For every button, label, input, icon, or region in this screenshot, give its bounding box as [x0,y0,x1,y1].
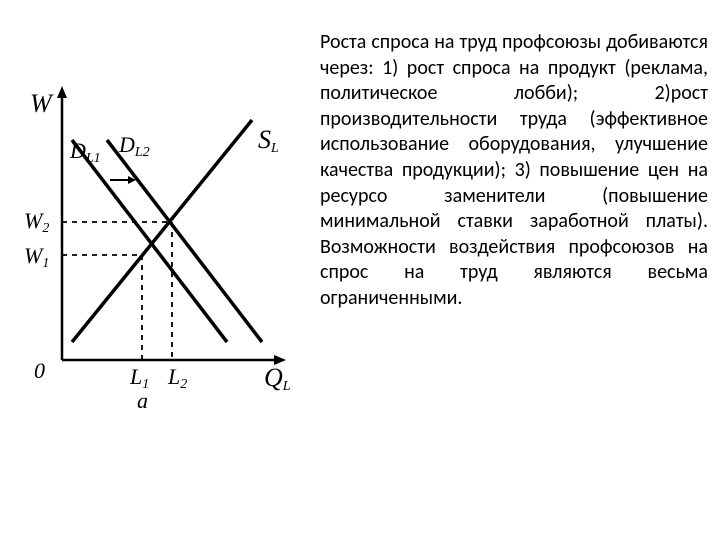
svg-text:W2: W2 [24,208,49,236]
chart-panel: WQL0SLDL1DL2W2W1L1L2a [12,30,312,520]
svg-text:0: 0 [34,358,45,383]
svg-text:SL: SL [258,125,279,156]
svg-text:DL2: DL2 [118,132,150,160]
svg-text:W1: W1 [24,243,49,271]
svg-text:L2: L2 [167,364,187,392]
svg-text:QL: QL [264,363,291,394]
supply-demand-chart: WQL0SLDL1DL2W2W1L1L2a [12,50,312,410]
svg-text:W: W [30,89,54,118]
svg-text:a: a [137,388,148,410]
svg-text:DL1: DL1 [69,138,101,166]
text-panel: Роста спроса на труд профсоюзы добиваютс… [312,30,708,520]
body-paragraph: Роста спроса на труд профсоюзы добиваютс… [320,30,708,312]
